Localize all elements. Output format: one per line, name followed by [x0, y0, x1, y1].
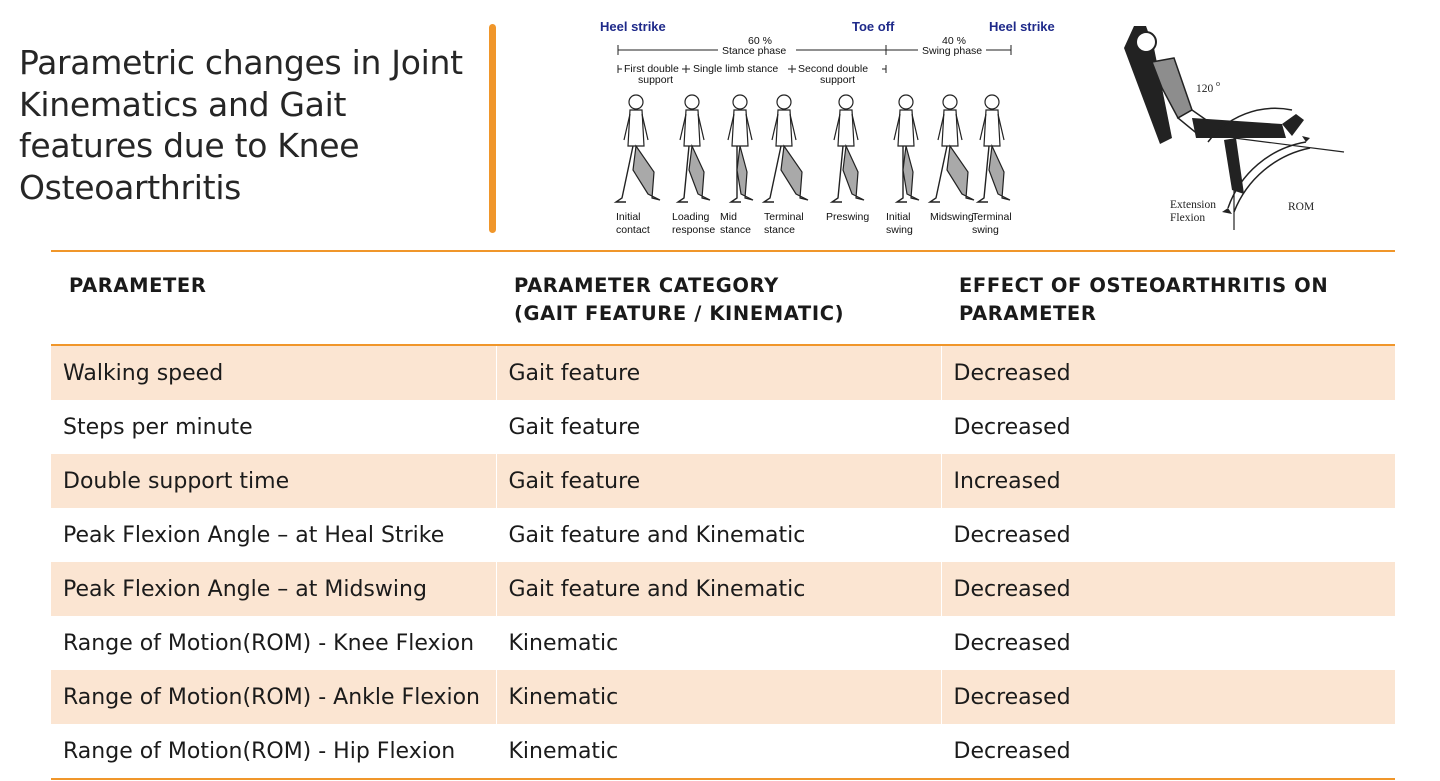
- phase-label-line1: Terminal: [972, 211, 1012, 223]
- phase-label-line2: swing: [972, 224, 999, 236]
- event-heel-strike-2: Heel strike: [989, 19, 1055, 34]
- effect-cell: Decreased: [953, 360, 1071, 386]
- parameter-cell: Range of Motion(ROM) - Ankle Flexion: [51, 670, 497, 724]
- effect-cell: Decreased: [953, 684, 1071, 710]
- effect-cell: Decreased: [953, 522, 1071, 548]
- phase-label-line1: Midswing: [930, 211, 974, 223]
- walking-figure: [675, 94, 711, 203]
- swing-label: Swing phase: [922, 45, 982, 57]
- rom-label: ROM: [1288, 201, 1314, 213]
- parameters-table-wrapper: PARAMETER PARAMETER CATEGORY (GAIT FEATU…: [51, 250, 1395, 780]
- parameter-cell: Range of Motion(ROM) - Knee Flexion: [51, 616, 497, 670]
- slide-title: Parametric changes in Joint Kinematics a…: [19, 43, 463, 207]
- category-cell: Gait feature: [496, 454, 942, 508]
- table-row: Range of Motion(ROM) - Hip Flexion Kinema…: [51, 724, 1395, 779]
- table-row: Range of Motion(ROM) - Knee Flexion Kinem…: [51, 616, 1395, 670]
- category-cell: Gait feature and Kinematic: [496, 508, 942, 562]
- header-line: PARAMETER: [959, 302, 1097, 325]
- angle-degree-mark: o: [1216, 79, 1220, 88]
- phase-label-line1: Loading: [672, 211, 710, 223]
- accent-divider: [489, 24, 496, 233]
- sub-first-double: First double: [624, 63, 679, 75]
- walking-figure: [893, 94, 920, 203]
- phase-label-line1: Initial: [616, 211, 641, 223]
- table-header-row: PARAMETER PARAMETER CATEGORY (GAIT FEATU…: [51, 251, 1395, 345]
- effect-cell: Decreased: [953, 738, 1071, 764]
- phase-label-line1: Initial: [886, 211, 911, 223]
- angle-label: 120: [1196, 83, 1214, 95]
- walking-figure: [613, 94, 661, 203]
- phase-label-line2: stance: [764, 224, 795, 236]
- parameter-cell: Double support time: [51, 454, 497, 508]
- parameter-cell: Peak Flexion Angle – at Heal Strike: [51, 508, 497, 562]
- phase-label-line2: contact: [616, 224, 650, 236]
- phase-label-line1: Terminal: [764, 211, 804, 223]
- parameter-cell: Steps per minute: [51, 400, 497, 454]
- sub-second-double: Second double: [798, 63, 868, 75]
- walking-figure: [761, 94, 809, 203]
- table-row: Peak Flexion Angle – at Midswing Gait fea…: [51, 562, 1395, 616]
- sub-single-limb: Single limb stance: [693, 63, 778, 75]
- flexion-label: Flexion: [1170, 212, 1205, 224]
- header-line: PARAMETER: [69, 274, 207, 297]
- phase-label-line2: swing: [886, 224, 913, 236]
- phase-label-line1: Preswing: [826, 211, 869, 223]
- effect-cell: Increased: [953, 468, 1061, 494]
- category-cell: Gait feature: [496, 400, 942, 454]
- sub-second-double-b: support: [820, 74, 855, 86]
- header-category: PARAMETER CATEGORY (GAIT FEATURE / KINEM…: [496, 251, 941, 345]
- table-row: Peak Flexion Angle – at Heal Strike Gait …: [51, 508, 1395, 562]
- category-cell: Kinematic: [496, 670, 942, 724]
- walking-figure: [975, 94, 1011, 203]
- swing-pct: 40 %: [942, 35, 966, 47]
- header-line: (GAIT FEATURE / KINEMATIC): [514, 302, 845, 325]
- table-row: Walking speed Gait feature Decreased: [51, 345, 1395, 400]
- parameter-cell: Range of Motion(ROM) - Hip Flexion: [51, 724, 497, 779]
- knee-rom-figure: 120 o Extension Flexion ROM: [1124, 26, 1345, 230]
- phase-label-line2: response: [672, 224, 715, 236]
- header-line: PARAMETER CATEGORY: [514, 274, 779, 297]
- header-line: EFFECT OF OSTEOARTHRITIS ON: [959, 274, 1329, 297]
- extension-label: Extension: [1170, 199, 1216, 211]
- table-row: Range of Motion(ROM) - Ankle Flexion Kine…: [51, 670, 1395, 724]
- table-row: Double support time Gait feature Increased: [51, 454, 1395, 508]
- header-effect: EFFECT OF OSTEOARTHRITIS ON PARAMETER: [941, 251, 1395, 345]
- effect-cell: Decreased: [953, 630, 1071, 656]
- walking-figure: [829, 94, 865, 203]
- walking-figure: [727, 94, 754, 203]
- table-row: Steps per minute Gait feature Decreased: [51, 400, 1395, 454]
- parameters-table: PARAMETER PARAMETER CATEGORY (GAIT FEATU…: [51, 250, 1395, 780]
- stance-pct: 60 %: [748, 35, 772, 47]
- category-cell: Kinematic: [496, 616, 942, 670]
- phase-label-line2: stance: [720, 224, 751, 236]
- effect-cell: Decreased: [953, 414, 1071, 440]
- category-cell: Kinematic: [496, 724, 942, 779]
- category-cell: Gait feature and Kinematic: [496, 562, 942, 616]
- event-heel-strike-1: Heel strike: [600, 19, 666, 34]
- effect-cell: Decreased: [953, 576, 1071, 602]
- gait-cycle-figure: Heel strike Toe off Heel strike 60 % Sta…: [600, 19, 1055, 236]
- phase-label-line1: Mid: [720, 211, 737, 223]
- parameter-cell: Peak Flexion Angle – at Midswing: [51, 562, 497, 616]
- walking-figure: [927, 94, 975, 203]
- parameter-cell: Walking speed: [51, 345, 497, 400]
- category-cell: Gait feature: [496, 345, 942, 400]
- seated-person-illustration: [1124, 26, 1304, 194]
- event-toe-off: Toe off: [852, 19, 895, 34]
- sub-first-double-b: support: [638, 74, 673, 86]
- stance-label: Stance phase: [722, 45, 786, 57]
- header-parameter: PARAMETER: [51, 251, 496, 345]
